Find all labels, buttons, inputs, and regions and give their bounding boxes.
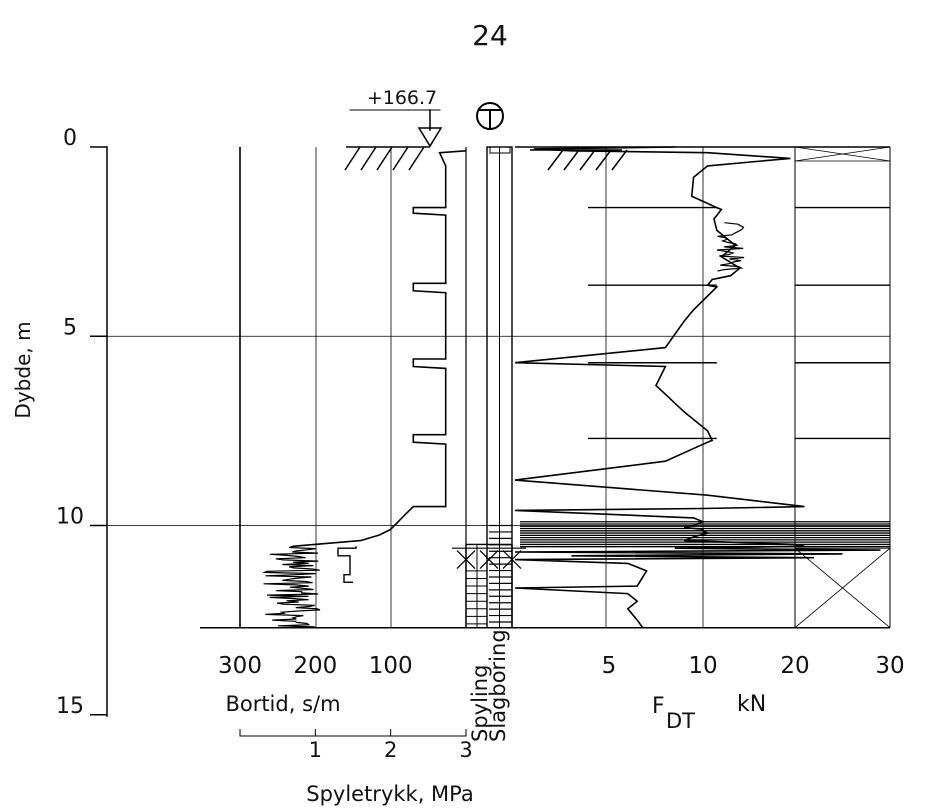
ground-surface-hatching <box>344 146 628 171</box>
fdt-cross-top <box>794 146 891 162</box>
depth-tick-label: 10 <box>56 505 84 530</box>
spyletrykk-tick-label: 3 <box>459 738 472 762</box>
spyletrykk-series-line <box>337 546 357 583</box>
hatch-stroke <box>563 149 580 171</box>
hatch-stroke <box>360 146 377 171</box>
hatch-stroke <box>344 146 361 171</box>
method-label: Spyling <box>468 665 492 742</box>
fdt-series-noise <box>716 222 745 272</box>
elevation-marker: +166.7 <box>349 87 443 148</box>
fdt-tick-label: 5 <box>602 653 617 679</box>
hatch-stroke <box>408 146 425 171</box>
bortid-tick-label: 100 <box>369 653 413 679</box>
x-marker <box>456 550 476 569</box>
fdt-label-main: F <box>652 694 665 719</box>
depth-tick-label: 5 <box>63 315 77 340</box>
bortid-tick-label: 200 <box>293 653 337 679</box>
depth-tick-label: 15 <box>56 694 84 719</box>
fdt-tick-label: 20 <box>780 653 809 679</box>
bortid-series-noise <box>262 545 321 628</box>
hatch-stroke <box>547 149 564 171</box>
spyletrykk-axis: 1 2 3 Spyletrykk, MPa <box>239 729 474 806</box>
hatch-stroke <box>376 146 393 171</box>
fdt-axis-label: F DT kN <box>652 692 766 733</box>
elevation-label: +166.7 <box>367 87 437 109</box>
borehole-symbol-icon <box>476 102 504 130</box>
bortid-axis: 300 200 100 <box>218 653 413 679</box>
fdt-tick-label: 30 <box>875 653 904 679</box>
hatch-stroke <box>392 146 409 171</box>
method-label: Slagboring <box>486 629 510 742</box>
depth-axis-label: Dybde, m <box>11 321 35 418</box>
water-level-triangle-icon <box>417 127 443 148</box>
x-marker <box>502 550 522 569</box>
depth-axis: 0 5 10 15 Dybde, m <box>11 126 108 719</box>
spyletrykk-tick-label: 2 <box>384 738 397 762</box>
fdt-series-line <box>514 146 881 629</box>
fdt-cross-bottom <box>794 547 891 629</box>
fdt-tick-label: 10 <box>688 653 717 679</box>
grid-frames <box>107 146 891 629</box>
fdt-axis: 5 10 20 30 <box>602 653 905 679</box>
bortid-series-line <box>292 150 467 548</box>
x-marker <box>479 550 499 569</box>
page-number: 24 <box>472 19 508 52</box>
fdt-marker-lines <box>520 206 890 548</box>
fdt-label-unit: kN <box>737 692 766 717</box>
bortid-axis-label: Bortid, s/m <box>225 692 340 716</box>
depth-tick-label: 0 <box>63 126 77 151</box>
hatch-stroke <box>611 149 628 171</box>
bortid-tick-label: 300 <box>218 653 262 679</box>
hatch-stroke <box>579 149 596 171</box>
method-column <box>452 146 526 629</box>
hatch-stroke <box>595 149 612 171</box>
spyletrykk-tick-label: 1 <box>309 738 322 762</box>
fdt-label-subscript: DT <box>666 709 695 733</box>
method-top-block <box>489 146 511 154</box>
spyletrykk-axis-label: Spyletrykk, MPa <box>306 782 474 806</box>
